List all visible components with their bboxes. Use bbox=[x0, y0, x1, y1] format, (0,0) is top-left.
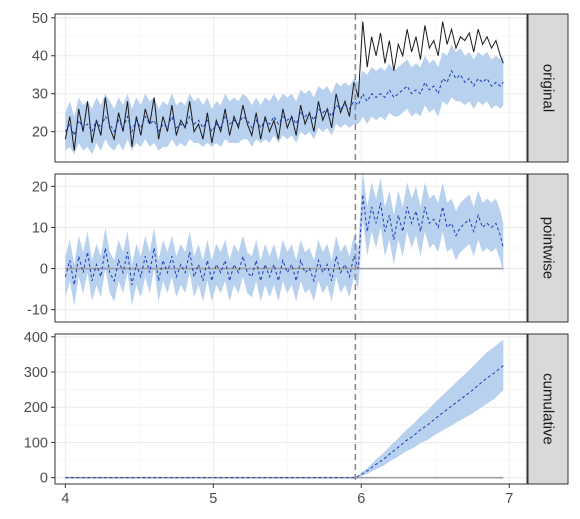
panel-pointwise: -10 0 10 20 pointwise bbox=[27, 169, 569, 323]
y-tick-label: 200 bbox=[24, 400, 48, 416]
panel-border bbox=[54, 173, 528, 323]
x-tick-label: 6 bbox=[357, 491, 365, 507]
facet-strip bbox=[527, 333, 569, 485]
panel-border bbox=[54, 13, 528, 163]
y-tick-label: 30 bbox=[32, 87, 48, 103]
panel-border bbox=[54, 333, 528, 485]
y-tick-label: 100 bbox=[24, 435, 48, 451]
y-tick-label: 50 bbox=[32, 11, 48, 27]
facet-strip bbox=[527, 173, 569, 323]
facet-strip-label: original bbox=[540, 64, 557, 112]
y-tick-label: 40 bbox=[32, 49, 48, 65]
y-tick-label: 0 bbox=[40, 262, 48, 278]
predicted-mean-line bbox=[64, 194, 504, 286]
facet-strip-label: pointwise bbox=[540, 217, 557, 280]
y-tick-label: 300 bbox=[24, 365, 48, 381]
predicted-mean-line bbox=[64, 69, 504, 137]
facet-strip bbox=[527, 13, 569, 163]
panel-cumulative: 0 100 200 300 400 cumulative bbox=[24, 330, 569, 487]
y-tick-label: 20 bbox=[32, 125, 48, 141]
x-tick-label: 7 bbox=[505, 491, 513, 507]
panel-original: 20 30 40 50 original bbox=[32, 11, 569, 163]
observed-series-line bbox=[64, 21, 504, 151]
y-tick-label: -10 bbox=[27, 303, 48, 319]
x-tick-label: 4 bbox=[61, 491, 69, 507]
credible-interval-band bbox=[65, 339, 504, 478]
x-tick-label: 5 bbox=[209, 491, 217, 507]
predicted-mean-line bbox=[65, 365, 504, 479]
y-tick-label: 10 bbox=[32, 220, 48, 236]
y-tick-label: 20 bbox=[32, 179, 48, 195]
y-tick-label: 0 bbox=[40, 471, 48, 487]
y-tick-label: 400 bbox=[24, 330, 48, 346]
facet-strip-label: cumulative bbox=[540, 373, 557, 445]
